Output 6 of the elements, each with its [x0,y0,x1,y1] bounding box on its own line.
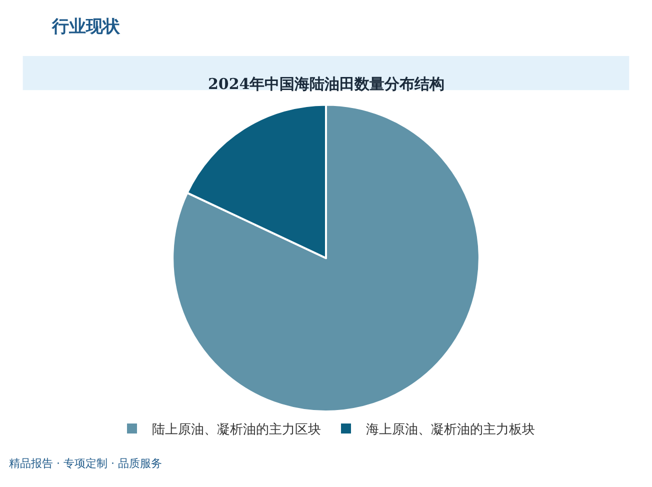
text: 精品报告 · 专项定制 · 品质服务 [9,457,162,470]
text: 行业现状 [51,17,121,37]
legend-label: 海上原油、凝析油的主力板块 [366,422,535,438]
chart-title: 2024年中国海陆油田数量分布结构 [208,75,445,93]
pie-slice [172,104,480,412]
legend-label: 陆上原油、凝析油的主力区块 [152,422,321,438]
